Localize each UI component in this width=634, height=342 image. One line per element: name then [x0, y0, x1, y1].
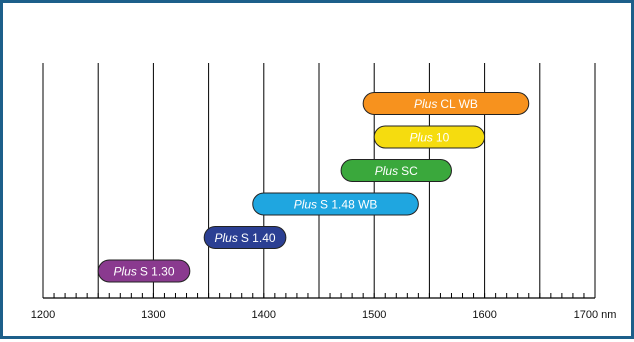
- model-name: 10: [436, 131, 450, 145]
- range-bar: [203, 226, 287, 249]
- range-bar: [373, 125, 486, 149]
- range-bar-label: Plus SC: [375, 164, 418, 178]
- brand-prefix: Plus: [414, 97, 437, 111]
- model-name: SC: [401, 164, 418, 178]
- x-tick-label: 1300: [141, 309, 165, 321]
- x-tick-label: 1400: [252, 309, 276, 321]
- range-bar: [362, 92, 530, 115]
- range-bar: [252, 192, 419, 216]
- range-bar-label: Plus S 1.30: [113, 265, 174, 279]
- model-name: S 1.30: [140, 265, 175, 279]
- brand-prefix: Plus: [375, 164, 398, 178]
- range-bar: [97, 259, 191, 283]
- x-tick-label: 1500: [362, 309, 386, 321]
- range-bar-label: Plus CL WB: [414, 97, 478, 111]
- range-bar-label: Plus S 1.48 WB: [294, 198, 378, 212]
- x-tick-label: 1600: [472, 309, 496, 321]
- brand-prefix: Plus: [215, 231, 238, 245]
- x-tick-label: 1200: [31, 309, 55, 321]
- range-bar: [340, 159, 452, 182]
- model-name: S 1.40: [241, 231, 276, 245]
- brand-prefix: Plus: [410, 131, 433, 145]
- range-bar-label: Plus 10: [410, 131, 450, 145]
- x-tick-label: 1700 nm: [574, 309, 617, 321]
- model-name: S 1.48 WB: [320, 198, 377, 212]
- model-name: CL WB: [440, 97, 478, 111]
- range-bar-label: Plus S 1.40: [215, 231, 276, 245]
- brand-prefix: Plus: [113, 265, 136, 279]
- brand-prefix: Plus: [294, 198, 317, 212]
